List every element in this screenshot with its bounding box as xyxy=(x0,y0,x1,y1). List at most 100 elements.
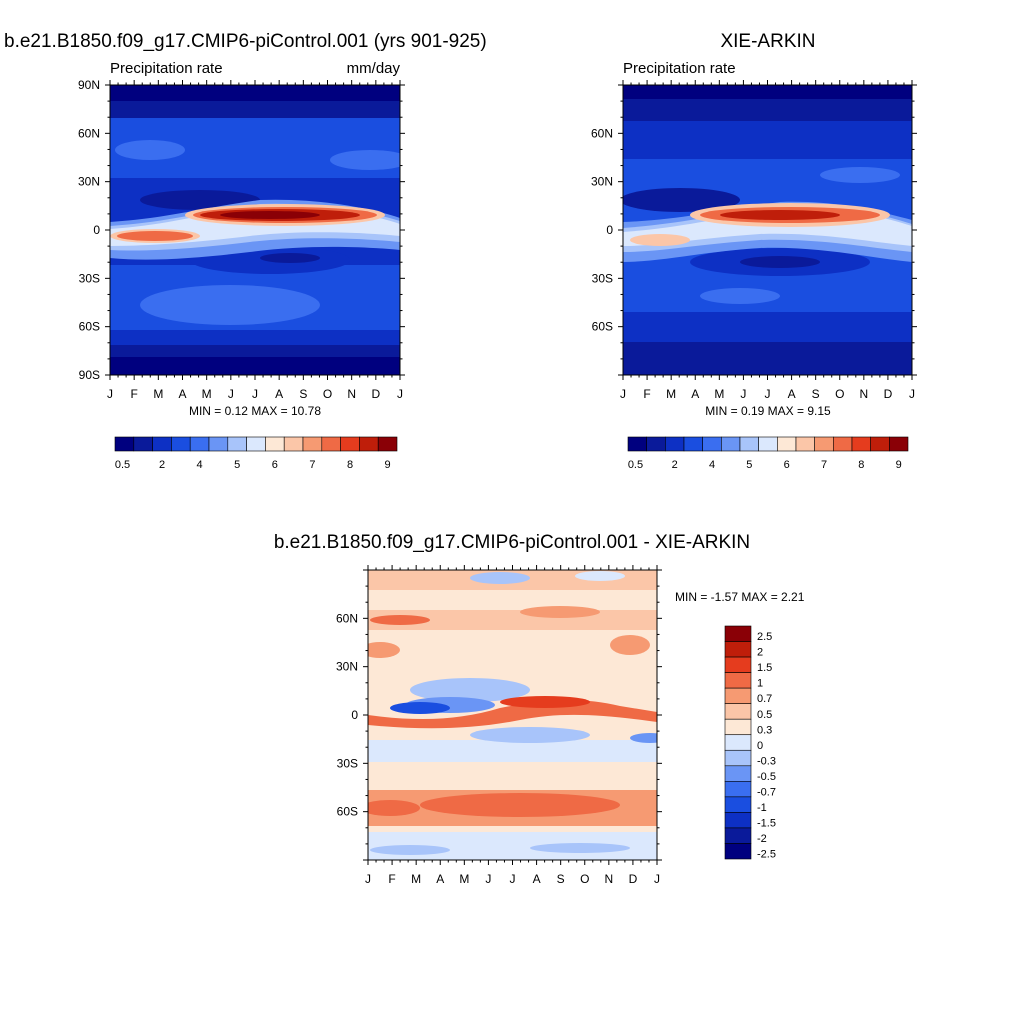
colorbar-swatch xyxy=(724,796,752,813)
y-tick-label: 0 xyxy=(93,223,100,237)
colorbar-swatch xyxy=(683,436,703,452)
colorbar-label: 5 xyxy=(746,459,752,471)
colorbar-label: 0.5 xyxy=(628,459,643,471)
panel-obs-title: XIE-ARKIN xyxy=(720,31,815,52)
x-tick-label: J xyxy=(397,387,403,401)
x-tick-label: O xyxy=(835,387,844,401)
colorbar-label: 2 xyxy=(757,647,763,659)
panel-diff: b.e21.B1850.f09_g17.CMIP6-piControl.001 … xyxy=(274,532,805,886)
x-tick-label: J xyxy=(765,387,771,401)
x-tick-label: N xyxy=(859,387,868,401)
panel-model: b.e21.B1850.f09_g17.CMIP6-piControl.001 … xyxy=(4,31,487,471)
panel-obs-left-label: Precipitation rate xyxy=(623,60,736,77)
colorbar-swatch xyxy=(724,749,752,767)
x-tick-label: F xyxy=(643,387,650,401)
y-tick-label: 0 xyxy=(606,223,613,237)
x-tick-label: F xyxy=(130,387,137,401)
colorbar-label: 0.7 xyxy=(757,693,772,705)
x-tick-label: D xyxy=(884,387,893,401)
colorbar-swatch xyxy=(724,843,752,860)
x-tick-label: D xyxy=(629,872,638,886)
colorbar-swatch xyxy=(152,436,172,452)
colorbar-label: -1 xyxy=(757,802,767,814)
x-tick-label: J xyxy=(252,387,258,401)
colorbar-label: 5 xyxy=(234,459,240,471)
x-tick-label: A xyxy=(533,872,541,886)
colorbar-swatch xyxy=(702,436,722,452)
colorbar-swatch xyxy=(739,436,759,452)
colorbar-swatch xyxy=(208,436,229,452)
x-tick-label: N xyxy=(604,872,613,886)
y-tick-label: 60N xyxy=(78,126,100,140)
y-tick-label: 30N xyxy=(336,660,358,674)
colorbar-swatch xyxy=(777,436,797,452)
colorbar-label: -0.3 xyxy=(757,755,776,767)
x-tick-label: M xyxy=(202,387,212,401)
colorbar-label: 6 xyxy=(784,459,790,471)
colorbar-swatch xyxy=(302,436,323,452)
colorbar-swatch xyxy=(833,436,853,452)
x-tick-label: S xyxy=(557,872,565,886)
colorbar-swatch xyxy=(724,656,752,673)
panel-diff-colorbar: 2.5 2 1.5 1 0.7 0.5 0.3 0 -0.3 -0.5 -0.7 -1 -1.5 -2 -2… xyxy=(724,625,776,861)
colorbar-label: -0.7 xyxy=(757,786,776,798)
y-tick-label: 60N xyxy=(336,611,358,625)
colorbar-label: -0.5 xyxy=(757,771,776,783)
x-tick-label: D xyxy=(371,387,380,401)
x-tick-label: O xyxy=(323,387,332,401)
colorbar-label: 9 xyxy=(896,459,902,471)
colorbar-label: 8 xyxy=(858,459,864,471)
colorbar-swatch xyxy=(646,436,666,452)
x-tick-label: J xyxy=(909,387,915,401)
x-tick-label: A xyxy=(275,387,283,401)
x-tick-label: M xyxy=(411,872,421,886)
colorbar-label: 7 xyxy=(309,459,315,471)
y-tick-label: 0 xyxy=(351,708,358,722)
colorbar-label: 9 xyxy=(385,459,391,471)
colorbar-swatch xyxy=(721,436,741,452)
colorbar-label: 4 xyxy=(197,459,203,471)
x-tick-label: J xyxy=(485,872,491,886)
colorbar-swatch xyxy=(321,436,341,452)
colorbar-swatch xyxy=(724,827,752,844)
colorbar-swatch xyxy=(724,625,752,642)
colorbar-label: 0.5 xyxy=(115,459,130,471)
panel-model-title: b.e21.B1850.f09_g17.CMIP6-piControl.001 … xyxy=(4,31,487,52)
colorbar-swatch xyxy=(795,436,815,452)
y-tick-label: 30S xyxy=(337,756,358,770)
y-tick-label: 30N xyxy=(78,175,100,189)
colorbar-label: 2 xyxy=(159,459,165,471)
x-tick-label: O xyxy=(580,872,589,886)
panel-diff-stats: MIN = -1.57 MAX = 2.21 xyxy=(675,590,805,604)
colorbar-label: 0.3 xyxy=(757,724,772,736)
y-tick-label: 60S xyxy=(592,320,613,334)
colorbar-swatch xyxy=(133,436,153,452)
x-tick-label: J xyxy=(740,387,746,401)
colorbar-label: 1 xyxy=(757,678,763,690)
panel-model-units: mm/day xyxy=(347,60,401,77)
colorbar-swatch xyxy=(870,436,890,452)
x-tick-label: A xyxy=(436,872,444,886)
x-tick-label: M xyxy=(714,387,724,401)
panel-model-stats: MIN = 0.12 MAX = 10.78 xyxy=(189,404,321,418)
colorbar-swatch xyxy=(724,703,752,720)
colorbar-label: -1.5 xyxy=(757,817,776,829)
colorbar-swatch xyxy=(114,436,135,452)
y-tick-label: 90S xyxy=(79,368,100,382)
colorbar-label: 0 xyxy=(757,740,763,752)
colorbar-swatch xyxy=(724,687,752,704)
colorbar-swatch xyxy=(359,436,379,452)
colorbar-swatch xyxy=(724,765,752,782)
colorbar-swatch xyxy=(889,436,909,452)
x-tick-label: A xyxy=(178,387,186,401)
y-tick-label: 60S xyxy=(337,805,358,819)
x-tick-label: S xyxy=(299,387,307,401)
colorbar-swatch xyxy=(171,436,191,452)
x-tick-label: S xyxy=(812,387,820,401)
panel-obs-axes: J F M A M J J A S O N D J 60N 30N 0 30S 60S xyxy=(591,80,917,401)
colorbar-swatch xyxy=(227,436,247,452)
colorbar-label: 0.5 xyxy=(757,709,772,721)
x-tick-label: J xyxy=(107,387,113,401)
x-tick-label: J xyxy=(620,387,626,401)
